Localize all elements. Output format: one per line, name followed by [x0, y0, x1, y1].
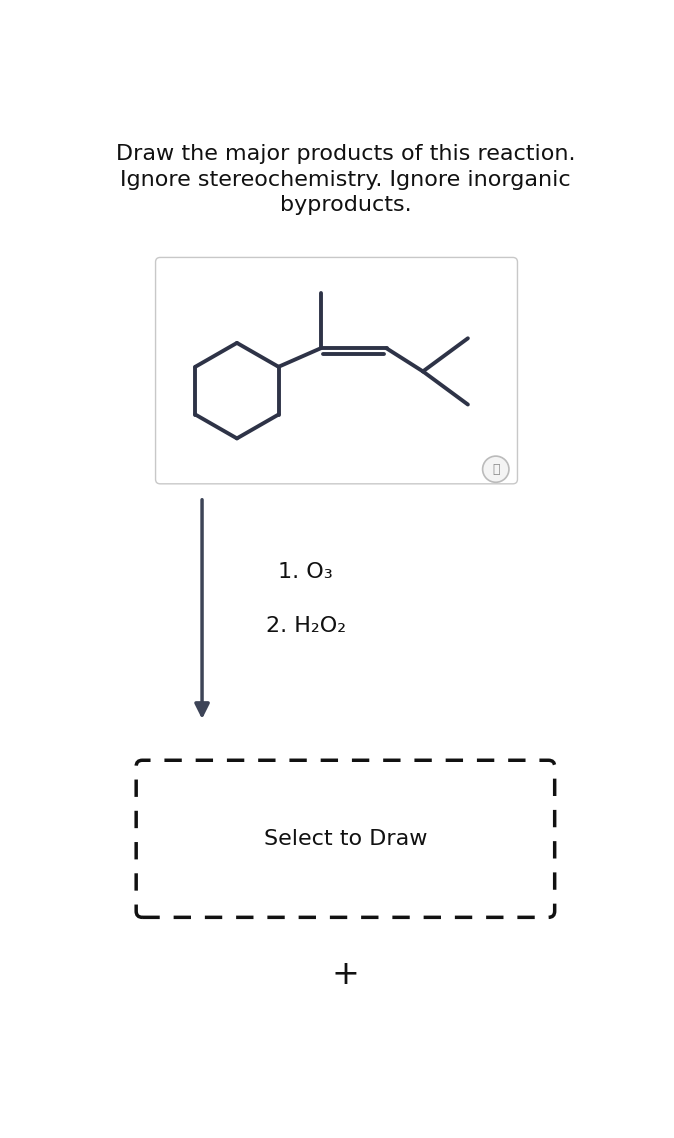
FancyBboxPatch shape — [136, 760, 555, 917]
Circle shape — [483, 456, 509, 483]
Text: 2. H₂O₂: 2. H₂O₂ — [266, 616, 346, 635]
Text: Draw the major products of this reaction.: Draw the major products of this reaction… — [116, 145, 575, 164]
Text: 🔍: 🔍 — [492, 463, 499, 476]
Text: 1. O₃: 1. O₃ — [278, 562, 333, 582]
Text: Select to Draw: Select to Draw — [264, 828, 427, 849]
Text: Ignore stereochemistry. Ignore inorganic: Ignore stereochemistry. Ignore inorganic — [120, 170, 571, 190]
FancyBboxPatch shape — [156, 257, 518, 484]
Text: +: + — [332, 958, 359, 991]
Text: byproducts.: byproducts. — [280, 195, 411, 215]
